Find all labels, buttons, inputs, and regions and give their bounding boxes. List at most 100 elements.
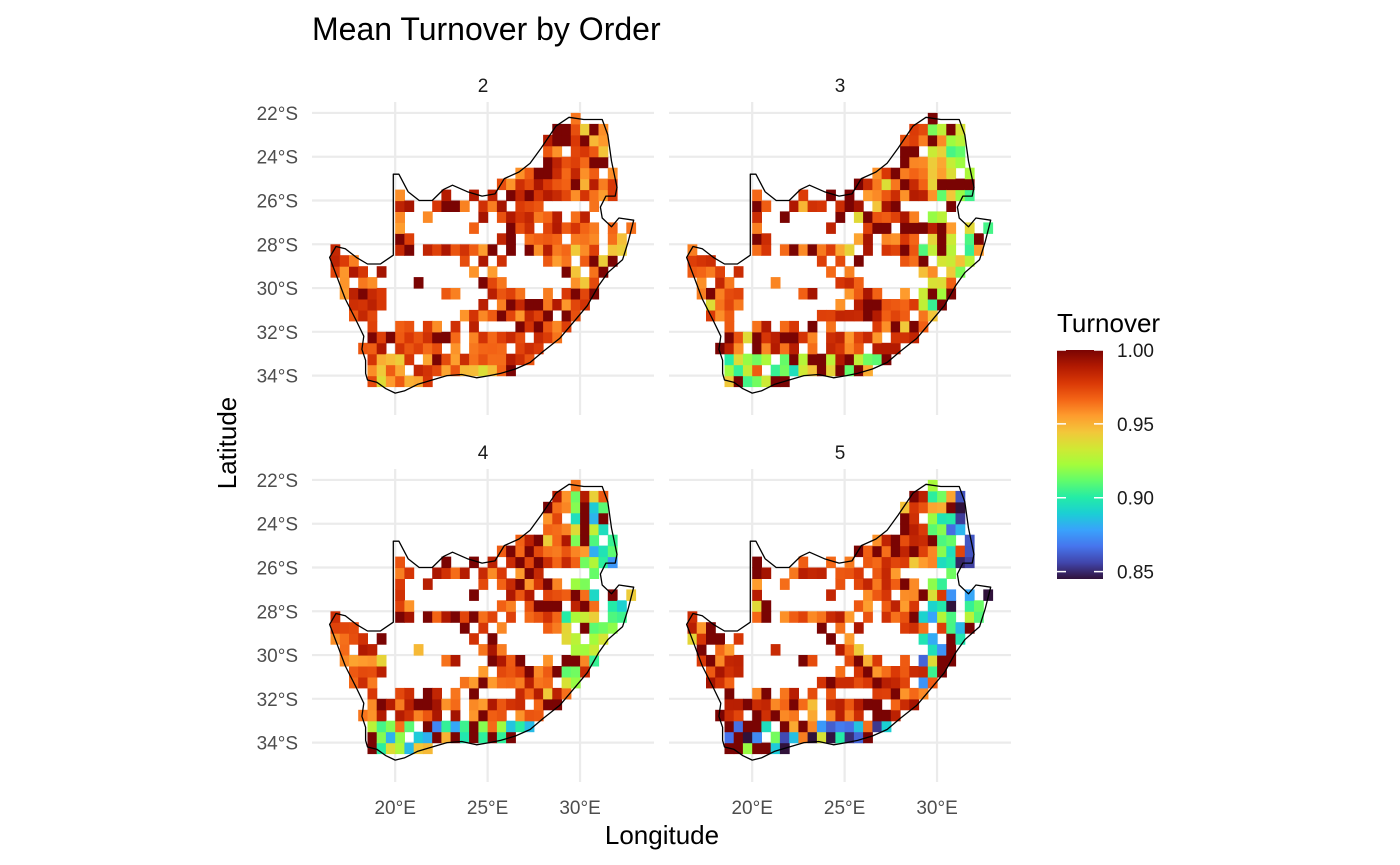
heatmap-cell xyxy=(927,611,938,623)
heatmap-cell xyxy=(515,709,526,722)
heatmap-cell xyxy=(487,556,498,569)
heatmap-cell xyxy=(561,123,572,136)
heatmap-cell xyxy=(881,600,892,612)
y-tick-label: 34°S xyxy=(257,367,298,388)
heatmap-cell xyxy=(890,666,901,678)
heatmap-cell xyxy=(900,600,910,612)
heatmap-cell xyxy=(570,178,581,191)
heatmap-cell xyxy=(552,320,563,333)
heatmap-cell xyxy=(964,534,975,547)
heatmap-cell xyxy=(927,167,938,180)
y-tick-label: 30°S xyxy=(257,646,298,667)
heatmap-cell xyxy=(515,578,526,590)
heatmap-cell xyxy=(404,611,415,623)
heatmap-cell xyxy=(844,676,855,689)
heatmap-cell xyxy=(524,687,535,700)
heatmap-cell xyxy=(779,687,790,700)
heatmap-cell xyxy=(524,589,535,601)
heatmap-cell xyxy=(937,299,947,311)
heatmap-cell xyxy=(789,720,799,733)
heatmap-cell xyxy=(422,709,433,722)
heatmap-cell xyxy=(826,709,836,722)
heatmap-cell xyxy=(770,342,781,355)
heatmap-cell xyxy=(798,244,809,256)
heatmap-cell xyxy=(478,277,489,289)
heatmap-cell xyxy=(367,353,378,366)
heatmap-cell xyxy=(826,687,836,700)
heatmap-cell xyxy=(487,244,498,256)
heatmap-cell xyxy=(422,611,433,623)
heatmap-cell xyxy=(761,709,772,722)
heatmap-cell xyxy=(478,720,489,733)
country-outline xyxy=(685,116,992,394)
heatmap-cell xyxy=(807,244,818,256)
heatmap-cell xyxy=(607,556,618,569)
heatmap-cell xyxy=(881,233,892,245)
heatmap-cell xyxy=(937,501,947,514)
heatmap-cell xyxy=(496,666,507,678)
heatmap-cell xyxy=(506,600,516,612)
heatmap-cell xyxy=(890,676,901,689)
heatmap-cell xyxy=(496,578,507,590)
heatmap-cell xyxy=(450,720,461,733)
heatmap-cell xyxy=(937,156,947,169)
heatmap-cell xyxy=(478,611,489,623)
heatmap-cell xyxy=(561,523,572,536)
heatmap-cell xyxy=(580,655,590,667)
heatmap-cell xyxy=(552,233,563,245)
heatmap-cell xyxy=(798,189,809,202)
heatmap-cell xyxy=(872,211,883,223)
heatmap-cell xyxy=(724,309,735,322)
heatmap-cell xyxy=(589,145,600,158)
heatmap-cell xyxy=(872,200,883,212)
heatmap-cell xyxy=(881,299,892,311)
heatmap-cell xyxy=(955,633,966,645)
heatmap-cell xyxy=(798,611,809,623)
heatmap-cell xyxy=(955,545,966,558)
heatmap-cell xyxy=(589,156,600,169)
heatmap-cell xyxy=(955,255,966,267)
heatmap-cell xyxy=(872,666,883,678)
heatmap-cell xyxy=(487,309,498,322)
heatmap-cell xyxy=(724,655,735,667)
heatmap-cell xyxy=(515,589,526,601)
heatmap-cell xyxy=(441,556,452,569)
heatmap-cell xyxy=(779,320,790,333)
heatmap-cell xyxy=(927,288,938,300)
heatmap-cell xyxy=(561,655,572,667)
heatmap-cell xyxy=(752,687,762,700)
heatmap-cell xyxy=(478,578,489,590)
heatmap-cell xyxy=(598,134,609,147)
heatmap-cell xyxy=(918,167,929,180)
heatmap-cell xyxy=(543,156,553,169)
heatmap-cell xyxy=(580,578,590,590)
heatmap-cell xyxy=(413,742,424,755)
heatmap-cell xyxy=(955,523,966,536)
legend-tick-label: 0.90 xyxy=(1117,489,1154,510)
heatmap-cell xyxy=(853,567,864,579)
heatmap-cell xyxy=(580,534,590,547)
heatmap-cell xyxy=(881,676,892,689)
heatmap-cell xyxy=(339,266,350,278)
heatmap-cell xyxy=(881,611,892,623)
heatmap-cell xyxy=(589,644,600,656)
heatmap-cell xyxy=(469,556,479,569)
heatmap-cell xyxy=(955,512,966,525)
heatmap-cell xyxy=(807,320,818,333)
heatmap-cell xyxy=(844,200,855,212)
heatmap-cell xyxy=(561,666,572,678)
heatmap-cell xyxy=(478,364,489,377)
heatmap-cell xyxy=(358,266,368,278)
heatmap-cell xyxy=(339,633,350,645)
heatmap-cell xyxy=(835,364,846,377)
heatmap-cell xyxy=(506,178,516,191)
heatmap-cell xyxy=(459,364,470,377)
heatmap-cell xyxy=(955,622,966,634)
heatmap-cell xyxy=(580,277,590,289)
heatmap-cell xyxy=(506,353,516,366)
heatmap-cell xyxy=(524,309,535,322)
heatmap-cell xyxy=(432,720,442,733)
heatmap-cell xyxy=(816,309,827,322)
heatmap-cell xyxy=(807,567,818,579)
heatmap-cell xyxy=(853,545,864,558)
